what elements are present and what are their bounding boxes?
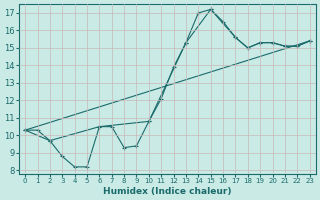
- X-axis label: Humidex (Indice chaleur): Humidex (Indice chaleur): [103, 187, 232, 196]
